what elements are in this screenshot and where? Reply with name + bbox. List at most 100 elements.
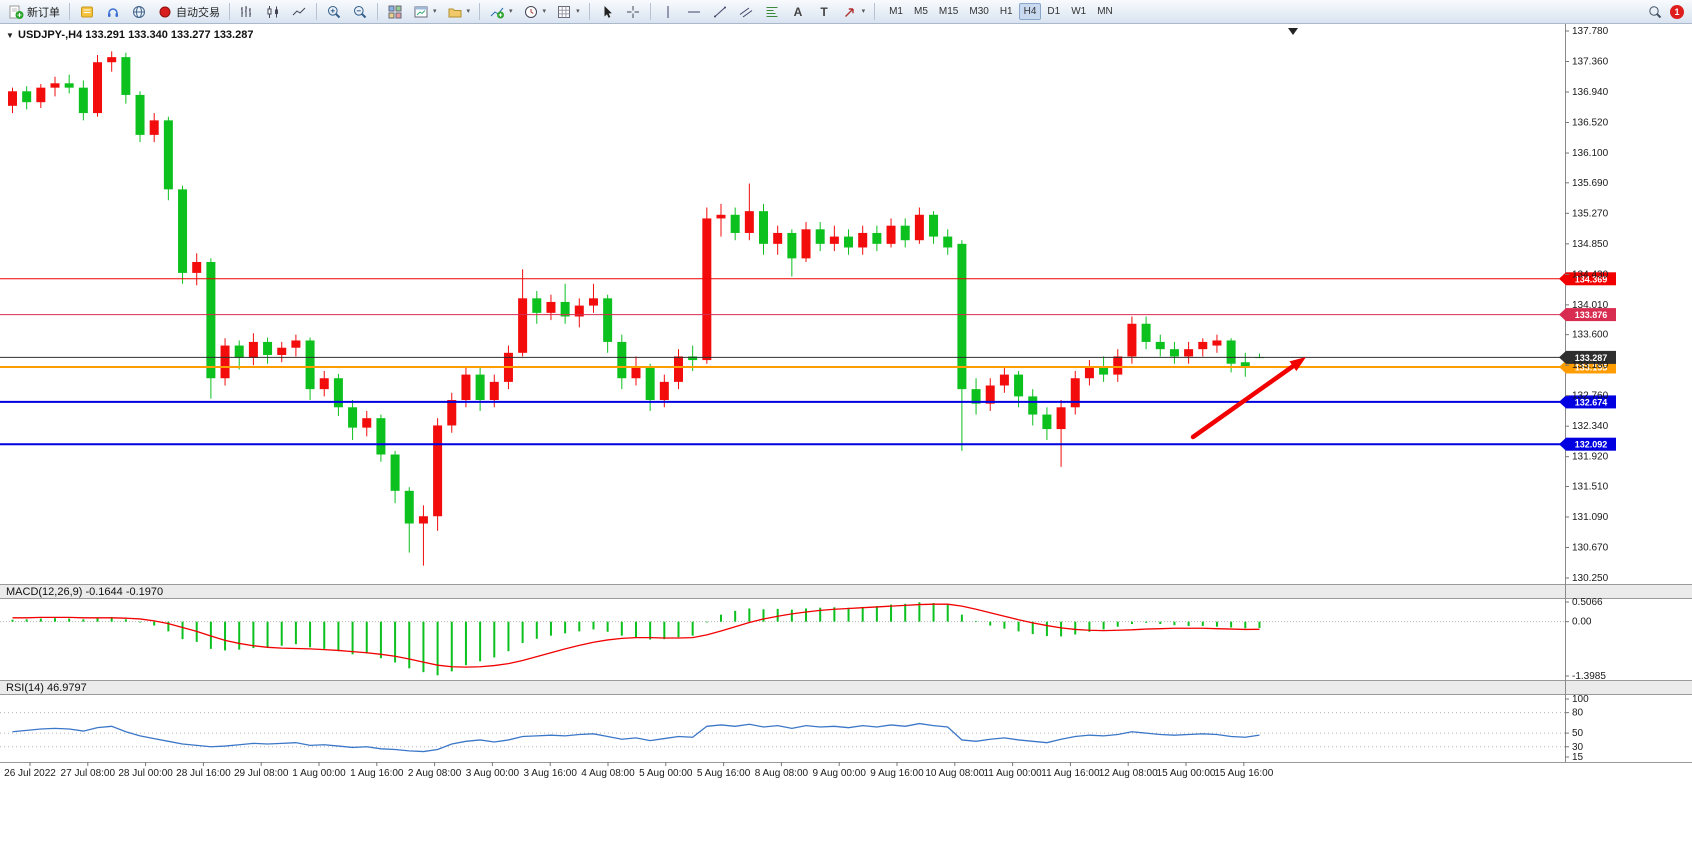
chevron-down-icon: ▾	[542, 8, 547, 15]
text-icon: A	[793, 5, 802, 19]
price-axis[interactable]: 137.780 137.360 136.940 136.520 136.100 135.6…	[1565, 26, 1609, 584]
timeframe-button-m5[interactable]: M5	[914, 6, 928, 17]
toolbar-separator	[377, 3, 378, 20]
folder-icon	[448, 8, 462, 17]
timeframe-button-d1[interactable]: D1	[1047, 6, 1061, 17]
bar-chart-button[interactable]	[235, 1, 259, 23]
auto-trading-button[interactable]: 自动交易	[153, 1, 224, 23]
svg-text:8 Aug 08:00: 8 Aug 08:00	[755, 768, 809, 779]
notification-badge[interactable]: 1	[1670, 4, 1684, 19]
templates-button[interactable]: ▾	[552, 1, 584, 23]
tile-windows-icon	[388, 5, 402, 18]
headset-button[interactable]	[101, 1, 125, 23]
new-chart-button[interactable]: ▾	[409, 1, 441, 23]
chevron-down-icon: ▾	[466, 8, 471, 15]
timeframe-button-m30[interactable]: M30	[969, 6, 989, 17]
periods-button[interactable]: ▾	[519, 1, 551, 23]
svg-text:134.369: 134.369	[1575, 274, 1608, 284]
zoom-in-icon	[328, 5, 341, 18]
timeframe-button-m1[interactable]: M1	[889, 6, 903, 17]
timeframe-button-w1[interactable]: W1	[1071, 6, 1087, 17]
label-tool-button[interactable]: T	[812, 1, 836, 23]
vertical-line-tool-button[interactable]	[656, 1, 680, 23]
svg-text:5 Aug 16:00: 5 Aug 16:00	[697, 768, 751, 779]
svg-text:133.287: 133.287	[1575, 353, 1608, 363]
chevron-down-icon: ▾	[433, 8, 437, 15]
svg-text:3 Aug 00:00: 3 Aug 00:00	[466, 768, 520, 779]
auto-trading-icon	[159, 6, 171, 17]
timeframe-group: M1 M5 M15 M30 H1 H4 D1 W1 MN	[884, 3, 1118, 20]
svg-text:15: 15	[1572, 752, 1584, 763]
chart-profiles-button[interactable]: ▾	[443, 1, 475, 23]
horizontal-line-tool-button[interactable]	[682, 1, 706, 23]
svg-text:134.010: 134.010	[1572, 300, 1609, 311]
horizontal-line-icon	[687, 11, 700, 12]
timeframe-button-m15[interactable]: M15	[938, 6, 959, 17]
candlestick-chart-button[interactable]	[261, 1, 285, 23]
channel-tool-button[interactable]	[734, 1, 758, 23]
svg-text:30: 30	[1572, 742, 1584, 753]
channel-icon	[739, 7, 752, 17]
svg-text:134.430: 134.430	[1572, 269, 1609, 280]
timeframe-button-mn[interactable]: MN	[1097, 6, 1113, 17]
svg-text:26 Jul 2022: 26 Jul 2022	[4, 768, 56, 779]
svg-text:-1.3985: -1.3985	[1572, 671, 1606, 682]
timeframe-button-h4[interactable]: H4	[1018, 3, 1042, 20]
svg-text:9 Aug 16:00: 9 Aug 16:00	[870, 768, 924, 779]
svg-text:0.00: 0.00	[1572, 617, 1592, 628]
bar-chart-icon	[241, 5, 251, 17]
toolbar-separator	[229, 3, 230, 20]
new-order-button[interactable]: 新订单	[4, 1, 64, 23]
svg-text:133.180: 133.180	[1572, 360, 1609, 371]
headset-icon	[108, 7, 118, 17]
indicators-icon	[490, 7, 505, 18]
indicators-button[interactable]: ▾	[485, 1, 517, 23]
timeframe-button-h1[interactable]: H1	[999, 6, 1013, 17]
svg-text:132.674: 132.674	[1575, 397, 1608, 407]
svg-text:132.760: 132.760	[1572, 391, 1609, 402]
svg-text:9 Aug 00:00: 9 Aug 00:00	[813, 768, 867, 779]
time-axis[interactable]: 26 Jul 2022 27 Jul 08:00 28 Jul 00:00 28 Ju…	[4, 762, 1274, 779]
zoom-in-button[interactable]	[322, 1, 346, 23]
text-tool-button[interactable]: A	[786, 1, 810, 23]
svg-text:5 Aug 00:00: 5 Aug 00:00	[639, 768, 693, 779]
fibonacci-icon	[766, 6, 778, 17]
toolbar: 新订单 自动交易 ▾ ▾ ▾	[0, 0, 1692, 24]
line-chart-button[interactable]	[287, 1, 311, 23]
trendline-tool-button[interactable]	[708, 1, 732, 23]
arrows-tool-button[interactable]: ▾	[838, 1, 870, 23]
svg-text:50: 50	[1572, 728, 1584, 739]
tile-windows-button[interactable]	[383, 1, 407, 23]
svg-text:134.850: 134.850	[1572, 239, 1609, 250]
cursor-tool-button[interactable]	[595, 1, 619, 23]
toolbar-separator	[316, 3, 317, 20]
zoom-out-icon	[354, 5, 367, 18]
news-button[interactable]	[75, 1, 99, 23]
new-chart-icon	[414, 6, 428, 17]
fibonacci-tool-button[interactable]	[760, 1, 784, 23]
svg-text:10 Aug 08:00: 10 Aug 08:00	[925, 768, 984, 779]
svg-text:131.090: 131.090	[1572, 512, 1609, 523]
chevron-down-icon: ▾	[861, 8, 866, 15]
svg-text:28 Jul 16:00: 28 Jul 16:00	[176, 768, 231, 779]
community-button[interactable]	[127, 1, 151, 23]
svg-text:1 Aug 00:00: 1 Aug 00:00	[292, 768, 346, 779]
news-icon	[81, 6, 93, 17]
svg-text:29 Jul 08:00: 29 Jul 08:00	[234, 768, 289, 779]
cursor-icon	[604, 5, 612, 18]
svg-text:133.600: 133.600	[1572, 330, 1609, 341]
toolbar-separator	[69, 3, 70, 20]
svg-text:27 Jul 08:00: 27 Jul 08:00	[61, 768, 116, 779]
svg-text:135.270: 135.270	[1572, 208, 1609, 219]
svg-text:135.690: 135.690	[1572, 178, 1609, 189]
zoom-out-button[interactable]	[348, 1, 372, 23]
chart-shift-marker	[1288, 28, 1298, 35]
svg-text:133.155: 133.155	[1575, 362, 1608, 372]
trendline-icon	[713, 6, 726, 17]
crosshair-tool-button[interactable]	[621, 1, 645, 23]
search-icon[interactable]	[1647, 4, 1663, 20]
one-click-trading-toggle[interactable]: ▼	[6, 31, 14, 40]
svg-text:0.5066: 0.5066	[1572, 597, 1603, 608]
